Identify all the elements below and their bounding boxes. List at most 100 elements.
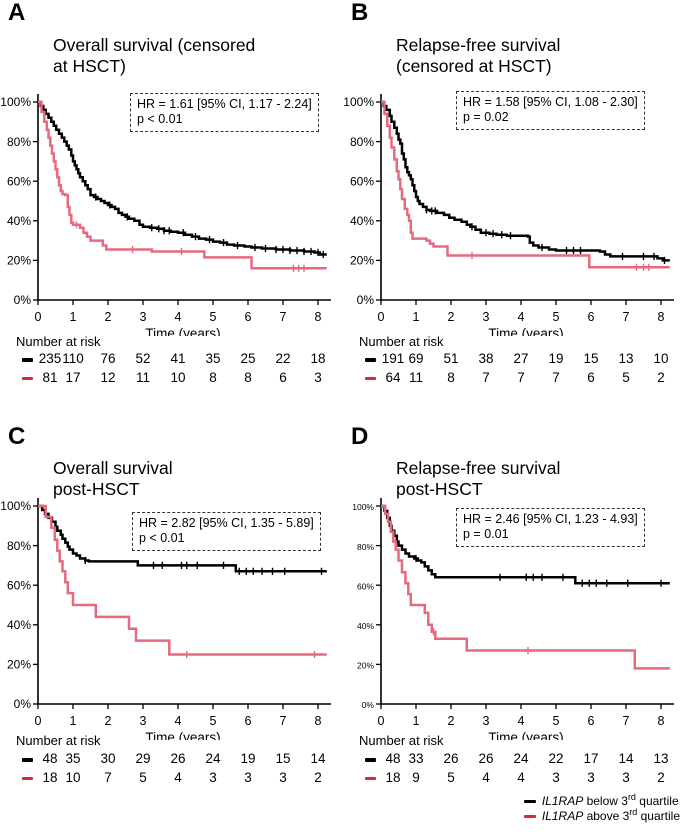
svg-text:8: 8 — [658, 310, 665, 324]
risk-count: 26 — [443, 751, 459, 766]
svg-text:40%: 40% — [7, 618, 31, 632]
pvalue-line: p = 0.01 — [463, 527, 509, 541]
risk-count: 15 — [275, 751, 291, 766]
number-at-risk-label-d: Number at risk — [359, 733, 444, 748]
svg-text:40%: 40% — [7, 214, 31, 228]
risk-count: 52 — [135, 351, 151, 366]
risk-count: 30 — [100, 751, 116, 766]
svg-text:20%: 20% — [7, 254, 31, 268]
hr-annotation-d: HR = 2.46 [95% CI, 1.23 - 4.93] p = 0.01 — [456, 508, 645, 547]
black-dash-icon — [22, 758, 33, 762]
panel-title-c: Overall survival post-HSCT — [53, 458, 173, 500]
risk-count: 235 — [38, 351, 62, 366]
red-dash-icon — [22, 376, 33, 380]
legend-red-dash-icon — [523, 814, 536, 819]
panel-letter-d: D — [351, 423, 369, 450]
number-at-risk-label-b: Number at risk — [359, 334, 444, 349]
risk-count: 5 — [622, 369, 630, 385]
svg-text:100%: 100% — [343, 95, 374, 109]
svg-text:100%: 100% — [0, 499, 31, 513]
risk-row-below: 48 33 26 26 24 22 17 14 13 — [343, 751, 685, 770]
risk-count: 8 — [209, 369, 217, 385]
risk-count: 3 — [279, 769, 287, 785]
panel-title-line2: (censored at HSCT) — [396, 56, 552, 76]
risk-count: 38 — [478, 351, 494, 366]
svg-text:100%: 100% — [0, 95, 31, 109]
risk-count: 76 — [100, 351, 116, 366]
svg-text:3: 3 — [140, 310, 147, 324]
panel-title-line1: Overall survival — [53, 458, 173, 478]
risk-row-above: 64 11 8 7 7 7 6 5 2 — [343, 370, 685, 389]
svg-text:100%: 100% — [352, 502, 374, 512]
risk-count: 11 — [135, 369, 150, 385]
risk-count: 4 — [517, 769, 525, 785]
svg-text:20%: 20% — [357, 661, 374, 671]
risk-row-above: 18 9 5 4 4 3 3 3 2 — [343, 770, 685, 789]
black-dash-icon — [22, 358, 33, 362]
panel-letter-a: A — [8, 0, 26, 26]
risk-count: 26 — [478, 751, 494, 766]
red-dash-icon — [365, 376, 376, 380]
panel-title-a: Overall survival (censored at HSCT) — [53, 35, 255, 77]
svg-text:4: 4 — [518, 310, 525, 324]
hr-line: HR = 2.82 [95% CI, 1.35 - 5.89] — [139, 516, 314, 530]
panel-title-line1: Relapse-free survival — [396, 458, 561, 478]
panel-letter-b: B — [351, 0, 369, 26]
svg-text:3: 3 — [483, 310, 490, 324]
hr-line: HR = 1.61 [95% CI, 1.17 - 2.24] — [137, 97, 312, 111]
svg-text:40%: 40% — [357, 621, 374, 631]
risk-count: 15 — [583, 351, 599, 366]
svg-text:7: 7 — [623, 714, 630, 728]
svg-text:3: 3 — [140, 714, 147, 728]
svg-text:80%: 80% — [357, 542, 374, 552]
svg-text:0: 0 — [378, 310, 385, 324]
risk-count: 7 — [482, 369, 490, 385]
pvalue-line: p = 0.02 — [463, 110, 509, 124]
svg-text:Time (years): Time (years) — [488, 326, 563, 336]
risk-count: 6 — [587, 369, 595, 385]
svg-text:0%: 0% — [14, 697, 32, 711]
risk-count: 10 — [170, 369, 186, 385]
risk-count: 3 — [622, 769, 630, 785]
number-at-risk-table-d: 48 33 26 26 24 22 17 14 13 18 9 5 4 4 3 3 3 2 — [343, 751, 685, 788]
svg-text:5: 5 — [210, 714, 217, 728]
risk-count: 64 — [385, 369, 401, 385]
number-at-risk-table-a: 235 110 76 52 41 35 25 22 18 81 17 12 11 10 8 8 6 3 — [0, 351, 342, 388]
panel-c: C Overall survival post-HSCT 100% 80% 60% 4… — [0, 416, 342, 832]
svg-text:0: 0 — [35, 714, 42, 728]
svg-text:4: 4 — [175, 310, 182, 324]
risk-row-below: 48 35 30 29 26 24 19 15 14 — [0, 751, 342, 770]
black-dash-icon — [365, 758, 376, 762]
risk-count: 8 — [244, 369, 252, 385]
svg-text:0: 0 — [35, 310, 42, 324]
risk-count: 13 — [618, 351, 634, 366]
risk-count: 10 — [653, 351, 669, 366]
svg-text:4: 4 — [175, 714, 182, 728]
red-dash-icon — [365, 776, 376, 780]
hr-annotation-b: HR = 1.58 [95% CI, 1.08 - 2.30] p = 0.02 — [456, 91, 645, 130]
svg-text:3: 3 — [483, 714, 490, 728]
risk-count: 24 — [205, 751, 221, 766]
risk-row-below: 191 69 51 38 27 19 15 13 10 — [343, 351, 685, 370]
risk-count: 81 — [42, 369, 58, 385]
risk-count: 14 — [310, 751, 326, 766]
panel-title-d: Relapse-free survival post-HSCT — [396, 458, 560, 500]
svg-text:Time (years): Time (years) — [488, 730, 563, 740]
risk-count: 22 — [275, 351, 291, 366]
hr-annotation-a: HR = 1.61 [95% CI, 1.17 - 2.24] p < 0.01 — [130, 93, 319, 132]
risk-row-below: 235 110 76 52 41 35 25 22 18 — [0, 351, 342, 370]
svg-text:1: 1 — [70, 310, 77, 324]
svg-text:20%: 20% — [350, 254, 374, 268]
risk-count: 17 — [583, 751, 599, 766]
risk-count: 24 — [513, 751, 529, 766]
svg-text:1: 1 — [70, 714, 77, 728]
risk-count: 19 — [548, 351, 564, 366]
svg-text:Time (years): Time (years) — [145, 326, 220, 336]
svg-text:8: 8 — [315, 714, 322, 728]
svg-text:7: 7 — [280, 714, 287, 728]
svg-text:80%: 80% — [350, 135, 374, 149]
svg-text:60%: 60% — [7, 174, 31, 188]
panel-title-line2: at HSCT) — [53, 56, 126, 76]
risk-count: 4 — [482, 769, 490, 785]
svg-text:7: 7 — [280, 310, 287, 324]
